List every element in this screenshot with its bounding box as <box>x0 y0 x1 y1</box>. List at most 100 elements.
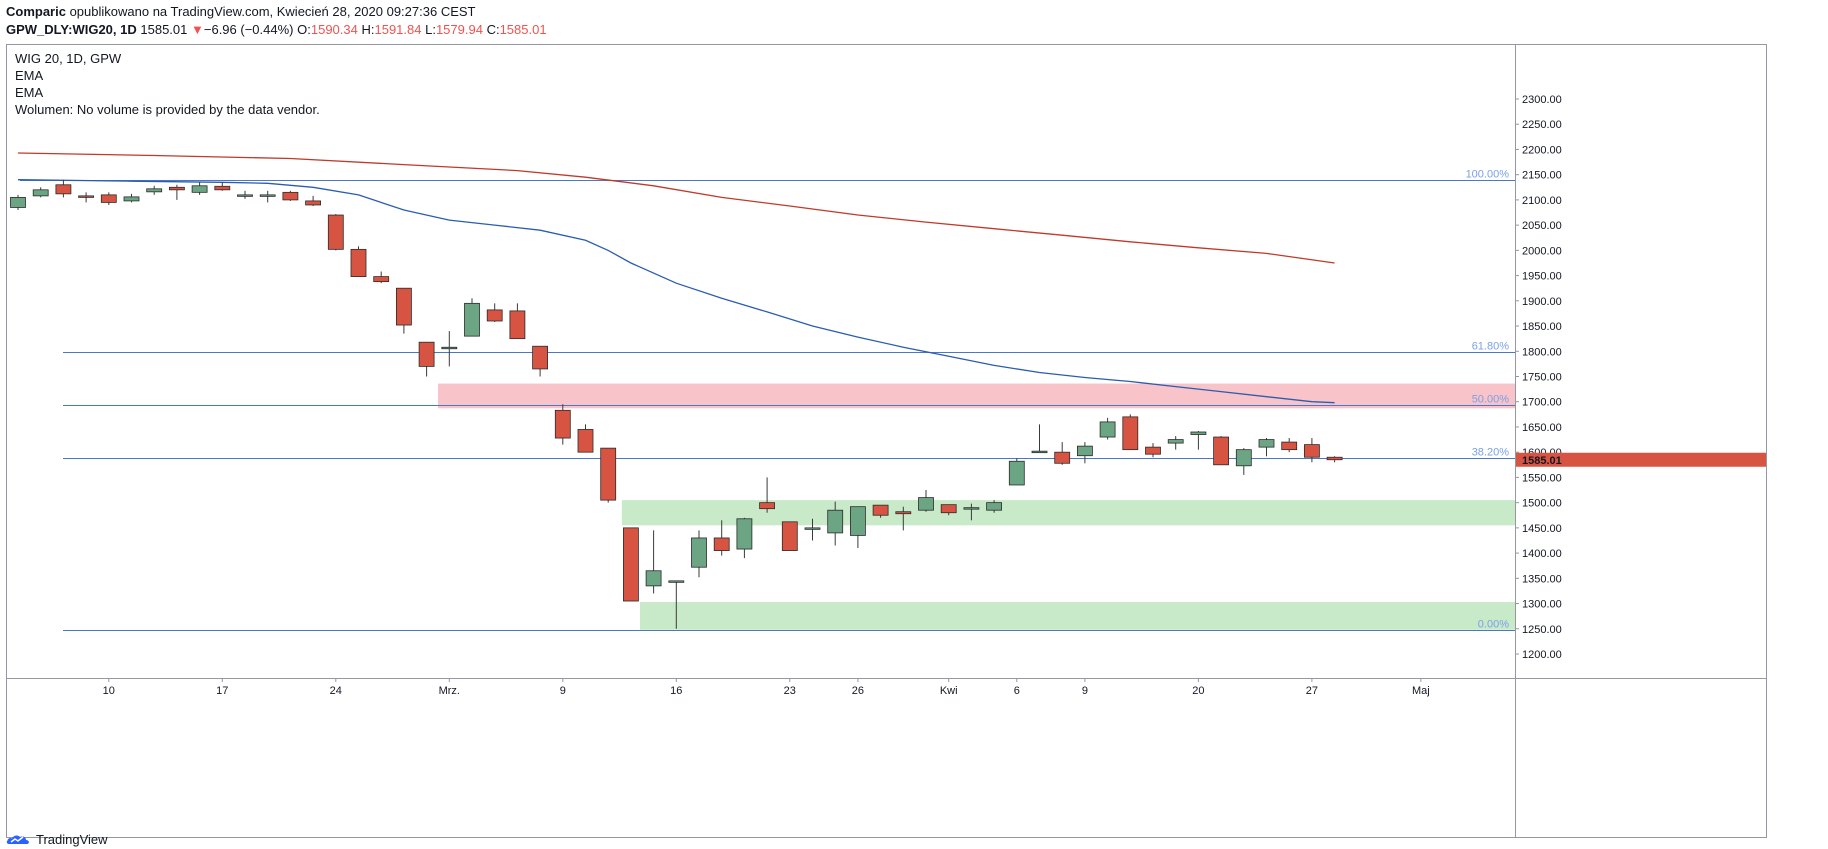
candle-body[interactable] <box>1145 446 1161 455</box>
candle-body[interactable] <box>963 507 980 510</box>
time-tick-label: 16 <box>670 685 682 697</box>
candle-body[interactable] <box>804 527 821 530</box>
candle-body[interactable] <box>918 497 934 511</box>
candle-body[interactable] <box>78 195 94 198</box>
candle-body[interactable] <box>1326 456 1343 461</box>
candle-body[interactable] <box>577 429 594 453</box>
time-tick-label: Mrz. <box>439 685 460 697</box>
candle-body[interactable] <box>1235 449 1252 467</box>
candle-body[interactable] <box>872 504 889 516</box>
chart-legend: WIG 20, 1D, GPW EMA EMA Wolumen: No volu… <box>15 50 320 118</box>
candle-body[interactable] <box>373 276 390 283</box>
chart-frame[interactable]: 100.00% 61.80% 50.00% 38.20% 0.00% 1200.00 125… <box>6 44 1767 838</box>
down-arrow-icon: ▼ <box>191 22 204 37</box>
candle-body[interactable] <box>327 214 344 250</box>
candle-body[interactable] <box>623 527 639 602</box>
price-tick-label: 1200.00 <box>1522 649 1562 661</box>
fib-level-label: 50.00% <box>1472 394 1510 406</box>
candle-body[interactable] <box>645 570 662 587</box>
candle-body[interactable] <box>1213 436 1229 466</box>
price-tick-label: 2300.00 <box>1522 94 1562 106</box>
publisher-name[interactable]: Comparic <box>6 4 66 19</box>
candle-body[interactable] <box>986 502 1002 511</box>
candle-body[interactable] <box>10 196 26 208</box>
candle-body[interactable] <box>827 509 844 534</box>
candle-body[interactable] <box>668 580 685 583</box>
candle-body[interactable] <box>100 194 117 203</box>
price-tick-label: 2050.00 <box>1522 220 1562 232</box>
tradingview-logo-icon[interactable] <box>6 831 32 847</box>
legend-title[interactable]: WIG 20, 1D, GPW <box>15 51 122 66</box>
support-zone <box>621 500 1515 526</box>
candle-body[interactable] <box>464 302 480 337</box>
candle-body[interactable] <box>1077 445 1093 457</box>
candle-body[interactable] <box>123 196 140 202</box>
candle-body[interactable] <box>600 447 617 501</box>
candle-body[interactable] <box>850 506 866 536</box>
candle-body[interactable] <box>1304 444 1320 458</box>
price-tick-label: 1500.00 <box>1522 498 1562 510</box>
candle-body[interactable] <box>691 537 707 568</box>
candle-body[interactable] <box>1258 439 1275 448</box>
candle-body[interactable] <box>895 511 912 515</box>
candle-body[interactable] <box>282 191 299 201</box>
publish-info: opublikowano na TradingView.com, Kwiecie… <box>65 4 476 19</box>
price-tick-label: 2150.00 <box>1522 170 1562 182</box>
price-tick-label: 1700.00 <box>1522 397 1562 409</box>
legend-ema-1[interactable]: EMA <box>15 68 44 83</box>
candle-body[interactable] <box>940 504 957 514</box>
candle-body[interactable] <box>55 184 72 195</box>
price-tick-label: 1900.00 <box>1522 296 1562 308</box>
candle-body[interactable] <box>418 341 435 367</box>
candle-body[interactable] <box>1054 451 1071 464</box>
candle-body[interactable] <box>759 502 775 510</box>
candle-body[interactable] <box>191 185 208 193</box>
low-value: 1579.94 <box>435 22 483 37</box>
price-tick-label: 1400.00 <box>1522 548 1562 560</box>
last-price-tag <box>1516 452 1766 467</box>
support-zone <box>639 602 1515 630</box>
candle-body[interactable] <box>1167 439 1184 444</box>
candle-body[interactable] <box>237 194 253 197</box>
time-tick-label: 9 <box>560 685 566 697</box>
low-label: L: <box>425 22 436 37</box>
last-price-tag-label: 1585.01 <box>1522 455 1562 467</box>
ohlc-line: GPW_DLY:WIG20, 1D 1585.01 ▼−6.96 (−0.44%… <box>6 21 547 39</box>
candle-body[interactable] <box>214 185 231 191</box>
candle-body[interactable] <box>736 518 753 550</box>
candle-body[interactable] <box>259 194 276 197</box>
candle-body[interactable] <box>1099 421 1116 438</box>
time-tick-label: Maj <box>1412 685 1430 697</box>
time-tick-label: 27 <box>1306 685 1318 697</box>
price-tick-label: 1550.00 <box>1522 472 1562 484</box>
candle-body[interactable] <box>305 200 322 206</box>
candle-body[interactable] <box>1031 450 1048 454</box>
price-chart[interactable]: 100.00% 61.80% 50.00% 38.20% 0.00% 1200.00 125… <box>6 44 1767 838</box>
candle-body[interactable] <box>781 521 798 551</box>
candle-body[interactable] <box>1281 441 1298 451</box>
candle-body[interactable] <box>441 346 458 350</box>
chart-border <box>6 44 1767 838</box>
tradingview-brand[interactable]: TradingView <box>36 831 108 847</box>
candle-body[interactable] <box>1190 431 1207 435</box>
candle-body[interactable] <box>32 189 49 197</box>
candle-body[interactable] <box>168 186 185 191</box>
time-tick-label: 6 <box>1014 685 1020 697</box>
close-value: 1585.01 <box>499 22 547 37</box>
legend-ema-2[interactable]: EMA <box>15 85 44 100</box>
candle-body[interactable] <box>1008 460 1025 486</box>
candle-body[interactable] <box>509 310 526 340</box>
symbol-label: GPW_DLY:WIG20, 1D <box>6 22 137 37</box>
footer: TradingView <box>6 831 108 847</box>
candle-body[interactable] <box>532 345 548 370</box>
candle-body[interactable] <box>395 287 412 326</box>
last-price: 1585.01 <box>140 22 188 37</box>
candle-body[interactable] <box>713 537 730 551</box>
candle-body[interactable] <box>1122 416 1139 451</box>
open-value: 1590.34 <box>310 22 358 37</box>
candle-body[interactable] <box>486 309 503 322</box>
candle-body[interactable] <box>554 409 571 439</box>
candle-body[interactable] <box>350 248 367 277</box>
candle-body[interactable] <box>146 188 163 193</box>
time-tick-label: Kwi <box>940 685 958 697</box>
